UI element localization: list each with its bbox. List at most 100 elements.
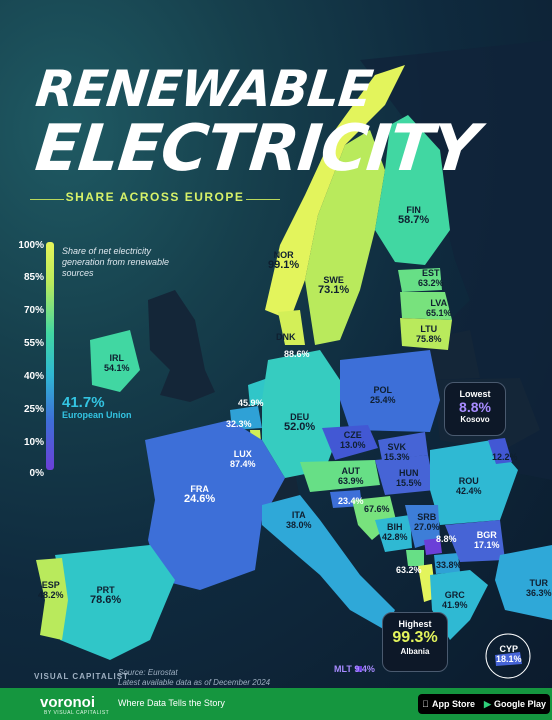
legend-tick: 0%	[29, 468, 44, 479]
country-label-hun: HUN 15.5%	[396, 468, 422, 488]
country-label-irl: IRL 54.1%	[104, 353, 130, 373]
country-label-mkd: 33.8%	[436, 560, 462, 570]
country-shape-mlt	[356, 666, 362, 672]
country-label-srb: SRB 27.0%	[414, 512, 440, 532]
title-line-2: ELECTRICITY	[32, 112, 482, 186]
highest-value: 99.3%	[392, 629, 438, 646]
map-russia-land	[360, 40, 552, 480]
country-shape-aut	[300, 460, 380, 492]
legend-tick: 40%	[23, 371, 44, 382]
source-line: Source: Eurostat	[118, 668, 178, 677]
country-shape-swe	[305, 130, 385, 345]
voronoi-logo[interactable]: voronoi	[40, 694, 95, 711]
country-label-tur: TUR 36.3%	[526, 578, 552, 598]
country-shape-irl	[90, 330, 140, 392]
country-shape-dnk	[278, 310, 305, 345]
legend-note: Share of net electricity generation from…	[62, 246, 170, 278]
footer-tagline: Where Data Tells the Story	[118, 698, 225, 708]
country-label-cze: CZE 13.0%	[340, 430, 366, 450]
source-date: Latest available data as of December 202…	[118, 678, 271, 687]
country-shape-mkd	[434, 553, 460, 574]
highest-title: Highest	[398, 619, 432, 629]
country-label-bih: BIH 42.8%	[382, 522, 408, 542]
country-label-rou: ROU 42.4%	[456, 476, 482, 496]
country-shape-pol	[340, 350, 440, 432]
country-shape-ltu	[400, 318, 452, 350]
country-label-lux: LUX 87.4%	[230, 449, 256, 469]
country-label-ltu: LTU 75.8%	[416, 324, 442, 344]
google-play-badge[interactable]: ▶ Google Play	[480, 694, 550, 714]
country-label-aut: AUT 63.9%	[338, 466, 364, 486]
country-label-hrv: 67.6%	[364, 504, 390, 514]
subtitle-right-rule	[246, 199, 280, 200]
country-shape-hun	[375, 455, 435, 495]
visual-capitalist-logo: VISUAL CAPITALIST	[34, 672, 129, 681]
country-label-mda: 12.2%	[492, 452, 518, 462]
country-label-mlt: MLT 9.4%	[334, 664, 375, 674]
legend-tick: 55%	[23, 338, 44, 349]
country-shape-mda	[488, 438, 512, 464]
legend-tick: 70%	[23, 305, 44, 316]
country-shape-esp	[55, 545, 175, 660]
lowest-country: Kosovo	[460, 415, 490, 424]
map-uk-land	[148, 290, 215, 402]
legend-tick: 85%	[23, 272, 44, 283]
subtitle-left-rule	[30, 199, 64, 200]
country-label-nld: 45.9%	[238, 398, 264, 408]
country-label-dnk-value: 88.6%	[284, 349, 310, 359]
eu-value: 41.7%	[62, 394, 105, 411]
country-shape-svk	[378, 432, 428, 460]
country-shape-lva	[400, 292, 452, 320]
lowest-title: Lowest	[459, 389, 491, 399]
lowest-value: 8.8%	[459, 399, 491, 415]
country-label-lva: LVA 65.1%	[426, 298, 452, 318]
legend-color-bar	[46, 242, 54, 470]
legend-tick: 100%	[18, 240, 44, 251]
country-label-est: EST 63.2%	[418, 268, 444, 288]
cyprus-highlight-circle	[485, 633, 531, 679]
country-shape-est	[398, 268, 442, 292]
country-label-mne: 63.2%	[396, 565, 422, 575]
country-label-fra: FRA 24.6%	[184, 484, 216, 505]
highest-callout: Highest 99.3% Albania	[382, 612, 448, 672]
country-label-ita: ITA 38.0%	[286, 510, 312, 530]
country-label-dnk-code: DNK	[276, 332, 296, 342]
country-shape-nor	[265, 65, 405, 320]
legend-tick: 10%	[23, 437, 44, 448]
country-shape-cyp	[495, 652, 522, 666]
country-shape-xkx	[424, 538, 442, 555]
country-label-svk: SVK 15.3%	[384, 442, 410, 462]
country-label-bgr: BGR 17.1%	[474, 530, 500, 550]
voronoi-byline: BY VISUAL CAPITALIST	[44, 710, 110, 716]
country-shape-fra	[145, 420, 285, 590]
country-shape-ita	[262, 495, 395, 630]
country-shape-srb	[405, 505, 440, 548]
legend-tick: 25%	[23, 404, 44, 415]
country-shape-bgr	[445, 520, 505, 562]
country-label-bel: 32.3%	[226, 419, 252, 429]
country-shape-mne	[406, 550, 424, 566]
country-label-prt: ESP 48.2%	[38, 580, 64, 600]
lowest-callout: Lowest 8.8% Kosovo	[444, 382, 506, 436]
country-label-cyp: CYP 18.1%	[496, 644, 522, 664]
country-label-swe: SWE 73.1%	[318, 275, 350, 296]
country-shape-deu	[262, 350, 340, 478]
eu-label: European Union	[62, 410, 132, 420]
country-shape-bih	[375, 515, 412, 552]
country-shape-bel	[230, 406, 262, 430]
country-label-esp: PRT 78.6%	[90, 585, 122, 606]
country-label-nor: NOR 99.1%	[268, 250, 300, 271]
country-shape-prt	[36, 558, 68, 640]
country-shape-fin	[375, 115, 450, 265]
app-store-badge[interactable]:  App Store	[418, 694, 490, 714]
title-line-1: RENEWABLE	[32, 60, 375, 118]
country-label-fin: FIN 58.7%	[398, 205, 430, 226]
highest-country: Albania	[400, 647, 430, 656]
country-label-pol: POL 25.4%	[370, 385, 396, 405]
country-label-xkx: 8.8%	[436, 534, 457, 544]
apple-icon: 	[422, 694, 429, 714]
country-label-grc: GRC 41.9%	[442, 590, 468, 610]
subtitle: SHARE ACROSS EUROPE	[65, 190, 245, 204]
